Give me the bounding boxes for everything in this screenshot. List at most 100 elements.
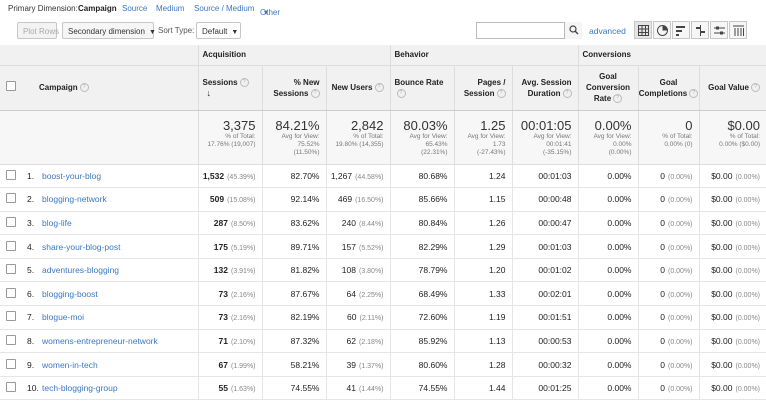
total-note: 0.00%: [613, 140, 632, 148]
pages-session-cell: 1.44: [453, 376, 512, 401]
bounce-rate-cell: 68.49%: [389, 281, 454, 307]
row-checkbox[interactable]: [5, 382, 16, 393]
new-users-percent: (1.44%): [358, 386, 384, 394]
new-sessions-cell: 92.14%: [261, 187, 326, 212]
dimension-source-medium[interactable]: Source / Medium: [194, 4, 255, 13]
header-pages-session[interactable]: Pages / Session?: [453, 65, 512, 111]
campaign-link[interactable]: boost-your-blog: [42, 170, 102, 181]
goal-completions-percent: (0.00%): [667, 315, 693, 323]
campaign-link[interactable]: share-your-blog-post: [42, 241, 121, 252]
header-goal-completions[interactable]: Goal Completions?: [637, 65, 699, 111]
header-campaign[interactable]: Campaign?: [21, 65, 198, 111]
campaign-link[interactable]: blogue-moi: [42, 312, 85, 323]
goal-completions-value: 0: [660, 335, 665, 346]
campaign-link[interactable]: blogging-network: [42, 194, 107, 205]
header-sessions[interactable]: Sessions ? ↓: [197, 65, 262, 111]
row-checkbox[interactable]: [5, 264, 16, 275]
total-new-users-value: 2,842: [350, 117, 384, 133]
header-bounce-rate-label: Bounce Rate: [394, 77, 444, 87]
help-icon[interactable]: ?: [613, 94, 623, 104]
total-goal-completions-value: 0: [685, 117, 693, 133]
pie-view-button[interactable]: [653, 21, 671, 39]
pages-session-cell: 1.28: [453, 352, 512, 377]
row-number: 7.: [21, 305, 42, 330]
campaign-cell: boost-your-blog: [42, 164, 198, 189]
header-new-sessions-label: % New Sessions: [273, 77, 320, 98]
help-icon[interactable]: ?: [562, 88, 572, 98]
total-goal-value-value: $0.00: [727, 117, 760, 133]
row-checkbox[interactable]: [5, 287, 16, 298]
goal-conversion-rate-cell: 0.00%: [577, 376, 638, 401]
select-all-checkbox[interactable]: [5, 81, 16, 91]
table-row: 7. blogue-moi 73 (2.16%) 82.19% 60 (2.11%) 72.6…: [0, 305, 766, 330]
advanced-link[interactable]: advanced: [589, 26, 626, 36]
plot-rows-button[interactable]: Plot Rows: [17, 22, 59, 39]
row-number: 9.: [21, 352, 42, 377]
help-icon[interactable]: ?: [239, 77, 249, 87]
sessions-cell: 287 (8.50%): [197, 211, 262, 236]
total-note: Avg for View:: [467, 132, 506, 140]
row-checkbox[interactable]: [5, 240, 16, 251]
pivot-table-icon: [733, 25, 744, 36]
row-checkbox[interactable]: [5, 311, 16, 322]
campaign-link[interactable]: blog-life: [42, 217, 72, 228]
row-checkbox[interactable]: [5, 193, 16, 204]
goal-completions-percent: (0.00%): [667, 173, 693, 181]
dimension-source[interactable]: Source: [122, 4, 148, 13]
goal-conversion-rate-cell: 0.00%: [577, 211, 638, 236]
sessions-percent: (2.16%): [230, 315, 256, 323]
goal-completions-value: 0: [660, 241, 665, 252]
help-icon[interactable]: ?: [396, 88, 406, 98]
row-checkbox[interactable]: [5, 216, 16, 227]
new-users-value: 1,267: [330, 170, 353, 181]
campaign-link[interactable]: blogging-boost: [42, 288, 98, 299]
new-users-percent: (2.11%): [359, 315, 384, 323]
header-avg-duration-label: Avg. Session Duration: [521, 77, 572, 98]
comparison-view-button[interactable]: [691, 21, 709, 39]
term-cloud-view-button[interactable]: [710, 21, 728, 39]
new-sessions-cell: 82.70%: [261, 164, 326, 189]
help-icon[interactable]: ?: [79, 83, 89, 93]
performance-view-button[interactable]: [672, 21, 690, 39]
header-goal-value[interactable]: Goal Value?: [698, 65, 766, 111]
help-icon[interactable]: ?: [689, 88, 699, 98]
campaign-link[interactable]: womens-entrepreneur-network: [42, 335, 158, 346]
goal-conversion-rate-cell: 0.00%: [577, 305, 638, 330]
header-avg-duration[interactable]: Avg. Session Duration?: [511, 65, 578, 111]
goal-completions-value: 0: [660, 194, 665, 205]
campaign-link[interactable]: tech-blogging-group: [42, 383, 118, 394]
help-icon[interactable]: ?: [751, 83, 760, 93]
total-new-sessions-value: 84.21%: [275, 117, 320, 133]
header-bounce-rate[interactable]: Bounce Rate?: [389, 65, 454, 111]
dimension-medium[interactable]: Medium: [156, 4, 185, 13]
campaign-link[interactable]: adventures-blogging: [42, 265, 120, 276]
goal-value-value: $0.00: [711, 288, 733, 299]
pages-session-cell: 1.15: [453, 187, 512, 212]
total-note: 1.73: [492, 140, 506, 148]
dimension-campaign[interactable]: Campaign: [78, 4, 117, 13]
new-users-percent: (2.18%): [358, 338, 384, 346]
bounce-rate-cell: 74.55%: [389, 376, 454, 401]
help-icon[interactable]: ?: [496, 88, 506, 98]
campaign-link[interactable]: women-in-tech: [42, 359, 98, 370]
row-checkbox[interactable]: [5, 358, 16, 369]
sessions-cell: 55 (1.63%): [197, 376, 262, 401]
help-icon[interactable]: ?: [310, 88, 320, 98]
help-icon[interactable]: ?: [374, 83, 384, 93]
pivot-view-button[interactable]: [729, 21, 747, 39]
total-bounce-rate-value: 80.03%: [403, 117, 448, 133]
goal-value-percent: (0.00%): [735, 291, 760, 299]
secondary-dimension-dropdown[interactable]: Secondary dimension ▼: [62, 22, 156, 39]
bounce-rate-cell: 72.60%: [389, 305, 454, 330]
header-new-users[interactable]: New Users?: [325, 65, 390, 111]
search-button[interactable]: [564, 22, 582, 39]
pages-session-cell: 1.24: [453, 164, 512, 189]
header-new-sessions[interactable]: % New Sessions?: [261, 65, 326, 111]
sessions-cell: 509 (15.08%): [197, 187, 262, 212]
row-checkbox[interactable]: [5, 334, 16, 345]
sort-type-dropdown[interactable]: Default ▼: [196, 22, 241, 39]
row-checkbox[interactable]: [5, 169, 16, 180]
new-users-percent: (2.25%): [358, 291, 384, 299]
header-goal-conversion-rate[interactable]: Goal Conversion Rate?: [577, 65, 638, 111]
table-view-button[interactable]: [634, 21, 652, 39]
